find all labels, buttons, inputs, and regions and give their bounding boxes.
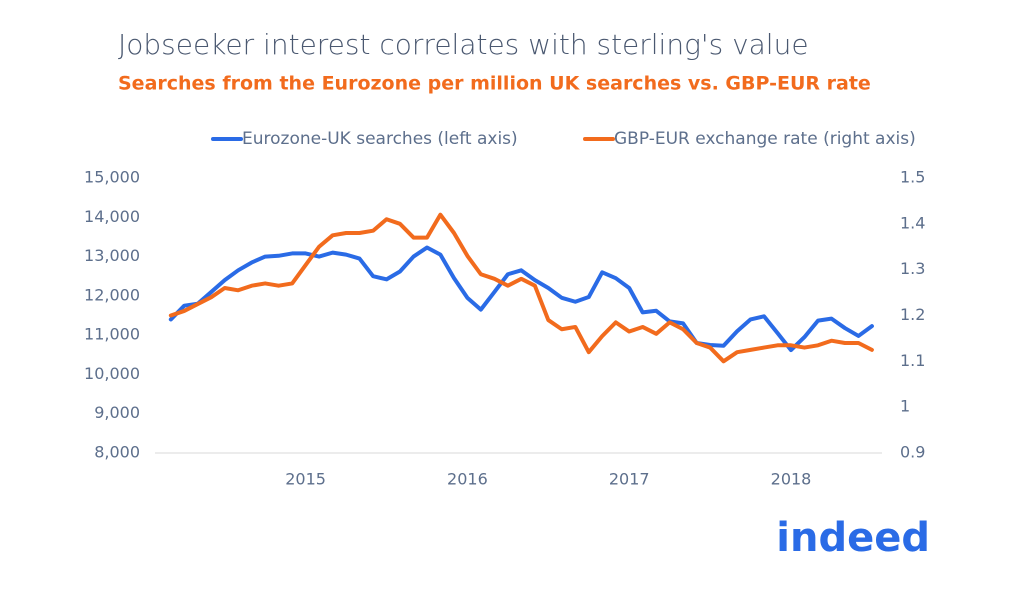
series-line xyxy=(168,212,874,364)
y-tick-label: 15,000 xyxy=(84,168,140,187)
y-tick-label: 13,000 xyxy=(84,246,140,265)
y-tick-label: 8,000 xyxy=(94,443,140,462)
legend-label: Eurozone-UK searches (left axis) xyxy=(242,129,518,149)
logo: indeed xyxy=(776,515,930,561)
y-tick-label: 11,000 xyxy=(84,325,140,344)
y-tick-label: 10,000 xyxy=(84,364,140,383)
y2-tick-label: 1 xyxy=(900,397,910,416)
y2-tick-label: 1.1 xyxy=(900,351,925,370)
chart-title: Jobseeker interest correlates with sterl… xyxy=(118,28,809,61)
y-tick-label: 12,000 xyxy=(84,285,140,304)
y-tick-label: 9,000 xyxy=(94,403,140,422)
y2-tick-label: 1.3 xyxy=(900,259,925,278)
series-line xyxy=(168,245,874,353)
legend-label: GBP-EUR exchange rate (right axis) xyxy=(614,129,916,149)
x-tick-label: 2015 xyxy=(285,470,326,489)
y-tick-label: 14,000 xyxy=(84,207,140,226)
y2-tick-label: 1.5 xyxy=(900,168,925,187)
x-tick-label: 2016 xyxy=(447,470,488,489)
y2-tick-label: 1.2 xyxy=(900,305,925,324)
y2-tick-label: 1.4 xyxy=(900,213,925,232)
x-tick-label: 2018 xyxy=(771,470,812,489)
chart-subtitle: Searches from the Eurozone per million U… xyxy=(118,73,871,95)
y2-tick-label: 0.9 xyxy=(900,443,925,462)
x-tick-label: 2017 xyxy=(609,470,650,489)
